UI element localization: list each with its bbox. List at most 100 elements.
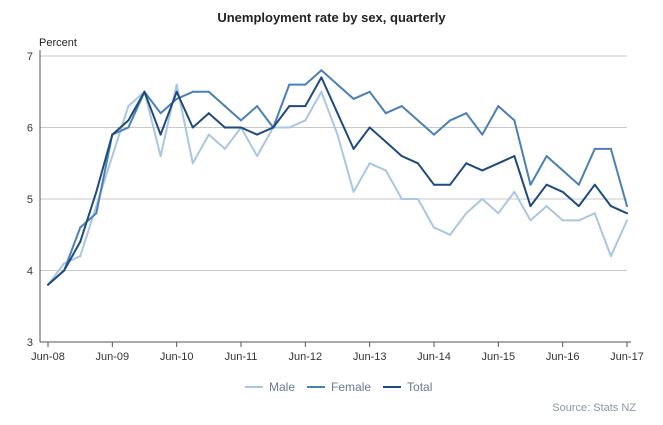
data-point-male [159, 155, 162, 158]
data-point-total [304, 105, 307, 108]
data-point-female [159, 112, 162, 115]
data-point-female [240, 119, 242, 122]
data-point-female [593, 147, 596, 150]
x-tick-label: Jun-12 [289, 351, 323, 363]
data-point-male [513, 190, 516, 193]
data-point-total [95, 190, 98, 193]
data-point-female [352, 97, 355, 100]
data-point-female [626, 205, 628, 208]
data-point-total [416, 162, 419, 165]
legend-item-male: Male [245, 380, 295, 394]
data-point-female [545, 155, 548, 158]
series-line-female [47, 69, 628, 286]
data-point-male [561, 219, 564, 222]
data-point-total [288, 105, 291, 108]
y-tick-label: 4 [27, 266, 33, 278]
x-tick-label: Jun-15 [482, 351, 516, 363]
data-point-male [320, 90, 323, 93]
data-point-male [465, 212, 468, 215]
data-point-female [288, 83, 291, 86]
data-point-total [336, 112, 339, 115]
chart-legend: Male Female Total [245, 380, 444, 394]
data-point-male [111, 155, 114, 158]
y-tick-label: 7 [27, 51, 33, 63]
data-point-female [79, 226, 82, 229]
legend-item-female: Female [307, 380, 371, 394]
legend-label-total: Total [407, 380, 433, 394]
data-point-male [288, 126, 291, 129]
data-point-female [304, 83, 307, 86]
data-point-total [465, 162, 468, 165]
data-point-female [256, 105, 259, 108]
data-point-male [416, 198, 419, 200]
data-point-male [497, 212, 500, 215]
data-point-total [561, 190, 564, 193]
data-point-female [368, 90, 371, 93]
data-point-female [561, 169, 564, 172]
data-point-male [626, 219, 628, 222]
data-point-male [529, 219, 532, 222]
data-point-male [223, 147, 226, 150]
data-point-total [400, 155, 403, 158]
data-point-male [352, 190, 355, 193]
data-point-total [545, 183, 548, 186]
data-point-female [191, 90, 194, 93]
x-tick-label: Jun-09 [96, 351, 130, 363]
data-point-total [272, 126, 275, 129]
data-point-male [127, 105, 130, 108]
data-point-female [175, 97, 178, 100]
legend-swatch-male [245, 386, 263, 388]
data-point-female [433, 133, 435, 136]
data-point-total [320, 76, 323, 79]
data-point-male [481, 198, 484, 200]
data-point-total [143, 90, 146, 93]
y-tick-label: 3 [27, 337, 33, 349]
data-point-male [609, 255, 612, 258]
data-point-total [63, 269, 66, 272]
data-point-female [400, 105, 403, 108]
data-point-female [95, 212, 98, 215]
data-point-female [384, 112, 387, 115]
data-point-total [481, 169, 484, 172]
legend-label-female: Female [331, 380, 372, 394]
y-tick-label: 6 [27, 123, 33, 135]
data-point-female [320, 69, 323, 72]
data-point-female [497, 105, 500, 108]
data-point-male [449, 233, 452, 236]
data-point-female [223, 105, 226, 108]
data-point-male [384, 169, 387, 172]
source-note: Source: Stats NZ [552, 402, 636, 414]
data-point-male [175, 83, 178, 86]
data-point-female [577, 183, 580, 186]
data-point-female [513, 119, 516, 122]
data-point-male [63, 262, 66, 265]
data-point-total [207, 112, 210, 115]
data-point-total [368, 126, 371, 129]
data-point-male [400, 198, 403, 200]
y-tick-label: 5 [27, 194, 33, 206]
data-point-total [449, 183, 452, 186]
legend-swatch-female [307, 386, 326, 388]
data-point-male [336, 133, 339, 136]
x-tick-label: Jun-10 [160, 351, 194, 363]
data-point-total [529, 205, 532, 208]
data-point-total [175, 90, 178, 93]
data-point-total [384, 140, 387, 143]
data-point-total [256, 133, 259, 136]
data-point-total [626, 212, 628, 215]
chart-title: Unemployment rate by sex, quarterly [217, 10, 446, 25]
data-point-total [111, 133, 114, 136]
data-point-male [304, 119, 307, 122]
data-point-male [79, 255, 82, 258]
y-axis-label: Percent [39, 37, 77, 49]
data-point-total [240, 126, 242, 129]
x-tick-label: Jun-16 [546, 351, 580, 363]
legend-swatch-total [383, 386, 402, 388]
x-tick-label: Jun-17 [610, 351, 644, 363]
data-point-total [609, 205, 612, 208]
data-point-female [529, 183, 532, 186]
data-point-total [79, 240, 82, 243]
data-point-total [47, 283, 49, 286]
x-tick-label: Jun-08 [31, 351, 65, 363]
